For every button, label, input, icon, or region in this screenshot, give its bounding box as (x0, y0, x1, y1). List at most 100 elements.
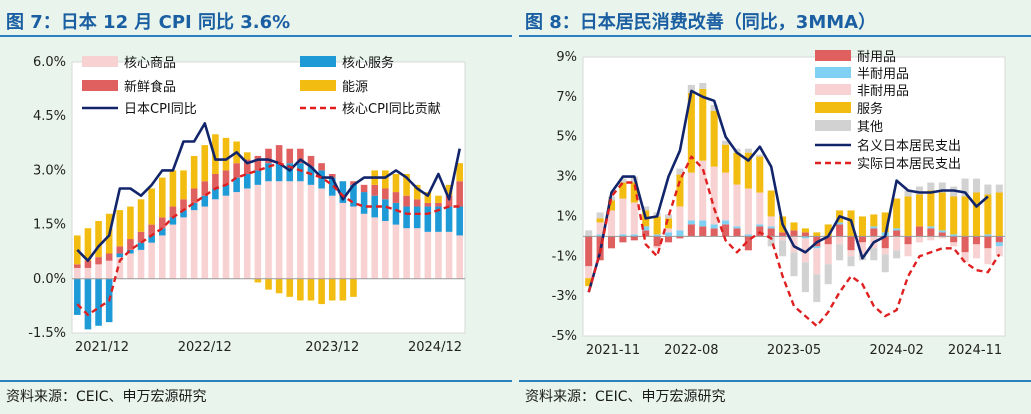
bar-fresh-food (403, 195, 410, 207)
legend-label-core-goods: 核心商品 (124, 56, 176, 71)
source-divider (519, 380, 1031, 382)
bar-non-durable (893, 236, 901, 251)
bar-durable (904, 236, 912, 245)
bar-durable (893, 230, 901, 237)
bar-core-services (424, 206, 432, 232)
bar-energy (190, 155, 198, 189)
legend-swatch-non-durable (815, 84, 851, 95)
bar-other (710, 104, 718, 111)
bar-core-services (286, 163, 294, 182)
y-tick-label: 3.0% (33, 163, 66, 178)
bar-core-services (445, 206, 453, 232)
bar-fresh-food (137, 231, 145, 243)
bar-non-durable (915, 236, 923, 243)
bar-core-services (350, 184, 357, 207)
bar-services (938, 192, 946, 231)
bar-services (756, 156, 764, 193)
bar-semi-durable (836, 222, 844, 225)
bar-energy (328, 278, 336, 301)
bar-core-goods (456, 235, 463, 279)
legend-label-non-durable: 非耐用品 (857, 84, 909, 99)
bar-core-services (265, 163, 272, 182)
chart-title: 图 7：日本 12 月 CPI 同比 3.6% (6, 12, 291, 33)
bar-energy (254, 278, 262, 283)
bar-core-goods (74, 267, 81, 279)
bar-semi-durable (722, 220, 730, 225)
bar-energy (350, 278, 357, 297)
bar-durable (858, 236, 866, 243)
bar-core-goods (84, 267, 92, 279)
bar-core-services (382, 199, 389, 221)
bar-durable (790, 230, 798, 237)
legend-label-core-contrib: 核心CPI同比贡献 (342, 102, 441, 117)
bar-semi-durable (619, 234, 627, 237)
bar-durable (744, 236, 752, 251)
bar-non-durable (858, 242, 866, 255)
bar-durable (676, 236, 684, 239)
bar-energy (456, 163, 463, 182)
bar-non-durable (836, 236, 844, 245)
legend-swatch-core-services (300, 56, 336, 67)
source-note: 资料来源：CEIC、申万宏源研究 (6, 389, 207, 405)
bar-fresh-food (212, 174, 219, 189)
bar-core-goods (382, 220, 389, 279)
bar-energy (127, 206, 134, 240)
bar-core-goods (212, 199, 219, 279)
bar-services (687, 92, 695, 173)
bar-non-durable (596, 222, 604, 235)
x-tick-label: 2023/12 (305, 340, 359, 355)
bar-energy (445, 184, 453, 196)
bar-services (972, 192, 981, 237)
bar-semi-durable (653, 234, 661, 237)
bar-other (596, 212, 604, 219)
y-tick-label: 9% (556, 50, 577, 65)
bar-durable (619, 236, 627, 243)
legend-swatch-services (815, 102, 851, 113)
y-tick-label: 6.0% (33, 55, 66, 70)
bar-durable (927, 228, 935, 237)
bar-fresh-food (243, 159, 251, 175)
bar-semi-durable (687, 220, 695, 225)
bar-core-services (403, 206, 410, 229)
bar-core-services (360, 192, 368, 214)
bar-durable (665, 236, 673, 243)
chart-panel-consumption: 图 8：日本居民消费改善（同比，3MMA） -5% -3% -1% 1% 3% 5% 7% 9… (519, 0, 1031, 414)
bar-energy (169, 170, 177, 207)
bar-other (801, 262, 809, 293)
y-tick-label: 3% (556, 170, 577, 185)
bar-energy (265, 278, 272, 290)
bar-fresh-food (233, 163, 240, 178)
bar-durable (881, 236, 889, 249)
bar-other (870, 248, 878, 261)
bar-durable (984, 236, 992, 249)
bar-services (881, 212, 889, 233)
bar-durable (870, 228, 878, 237)
y-tick-label: 5% (556, 130, 577, 145)
bar-energy (382, 170, 389, 189)
legend-swatch-fresh-food (82, 80, 118, 91)
bar-non-durable (927, 236, 935, 241)
bar-other (847, 256, 855, 267)
title-divider (0, 35, 512, 37)
bar-fresh-food (190, 188, 198, 203)
bar-durable (722, 224, 730, 237)
bar-fresh-food (318, 163, 325, 171)
bar-core-services (456, 206, 463, 236)
legend-swatch-semi-durable (815, 67, 851, 78)
bar-semi-durable (938, 230, 946, 233)
bar-fresh-food (84, 260, 92, 268)
bar-fresh-food (158, 217, 166, 229)
bar-other (642, 206, 650, 211)
bar-other (961, 178, 969, 197)
bar-core-services (116, 253, 124, 258)
bar-non-durable (665, 228, 673, 233)
bar-semi-durable (710, 224, 718, 229)
bar-other (813, 274, 821, 303)
bar-fresh-food (148, 224, 155, 236)
bar-services (596, 218, 604, 223)
bar-non-durable (687, 172, 695, 221)
bar-core-goods (318, 188, 325, 279)
y-tick-label: 4.5% (33, 109, 66, 124)
x-tick-label: 2024-11 (948, 343, 1002, 358)
bar-other (904, 190, 912, 197)
